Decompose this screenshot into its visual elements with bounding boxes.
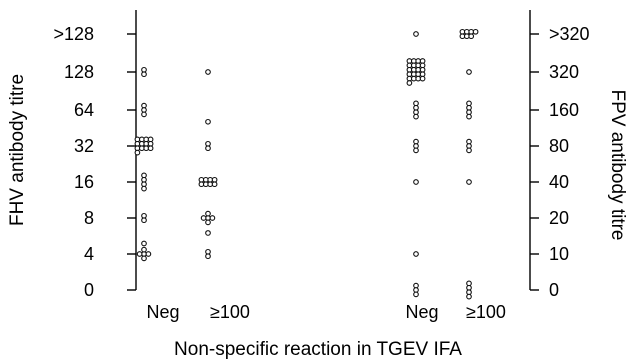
left-y-tick-label: 4: [84, 244, 94, 264]
data-point: [413, 31, 419, 37]
data-point: [468, 33, 475, 40]
data-point: [413, 147, 419, 154]
x-category-label: Neg: [146, 302, 179, 322]
right-y-axis-label: FPV antibody titre: [607, 89, 628, 240]
data-point: [205, 210, 211, 217]
data-point: [205, 145, 211, 152]
data-point: [205, 219, 211, 226]
left-y-tick-label: 64: [74, 100, 94, 120]
left-y-tick-label: 128: [64, 62, 94, 82]
data-point: [141, 246, 147, 253]
x-category-label: ≥100: [210, 302, 250, 322]
data-point: [141, 71, 147, 78]
data-point: [205, 253, 211, 260]
x-category-label: Neg: [405, 302, 438, 322]
left-y-axis-label: FHV antibody titre: [7, 74, 28, 226]
right-y-tick-label: 20: [549, 208, 569, 228]
right-y-ticks: 0 10 20 40 80 160 320 >320: [530, 24, 590, 300]
data-point: [466, 147, 472, 154]
right-y-tick-label: 320: [549, 62, 579, 82]
data-point: [134, 149, 141, 156]
data-point: [209, 215, 216, 221]
right-y-tick-label: 40: [549, 172, 569, 192]
data-point: [413, 291, 419, 298]
data-point: [141, 217, 147, 224]
data-point: [466, 113, 472, 120]
data-point: [413, 113, 419, 120]
x-category-label: ≥100: [466, 302, 506, 322]
data-point: [413, 251, 419, 257]
data-point: [205, 230, 211, 236]
data-point: [466, 69, 472, 75]
left-y-tick-label: 16: [74, 172, 94, 192]
data-point: [147, 145, 154, 152]
data-point: [466, 293, 472, 300]
x-category-labels: Neg ≥100 Neg ≥100: [146, 302, 505, 322]
left-y-tick-label: 0: [84, 280, 94, 300]
data-point: [141, 111, 147, 118]
left-y-tick-label: >128: [53, 24, 94, 44]
right-y-tick-label: 80: [549, 136, 569, 156]
data-point: [211, 181, 218, 188]
data-point: [205, 69, 211, 75]
data-point: [406, 80, 413, 86]
data-point: [472, 28, 479, 35]
left-y-tick-label: 32: [74, 136, 94, 156]
data-point: [413, 179, 419, 185]
right-y-tick-label: 160: [549, 100, 579, 120]
left-y-ticks: 0 4 8 16 32 64 128 >128: [53, 24, 136, 300]
left-y-tick-label: 8: [84, 208, 94, 228]
data-point: [145, 251, 152, 257]
right-y-tick-label: 10: [549, 244, 569, 264]
data-point: [419, 75, 426, 82]
data-point: [141, 255, 147, 262]
data-point: [141, 240, 147, 247]
data-point: [200, 215, 207, 221]
right-y-tick-label: >320: [549, 24, 590, 44]
data-point: [466, 179, 472, 185]
x-axis-label: Non-specific reaction in TGEV IFA: [174, 339, 462, 360]
data-points: [134, 28, 479, 300]
right-y-tick-label: 0: [549, 280, 559, 300]
data-point: [205, 118, 211, 125]
data-point: [136, 251, 143, 257]
data-point: [141, 185, 147, 192]
